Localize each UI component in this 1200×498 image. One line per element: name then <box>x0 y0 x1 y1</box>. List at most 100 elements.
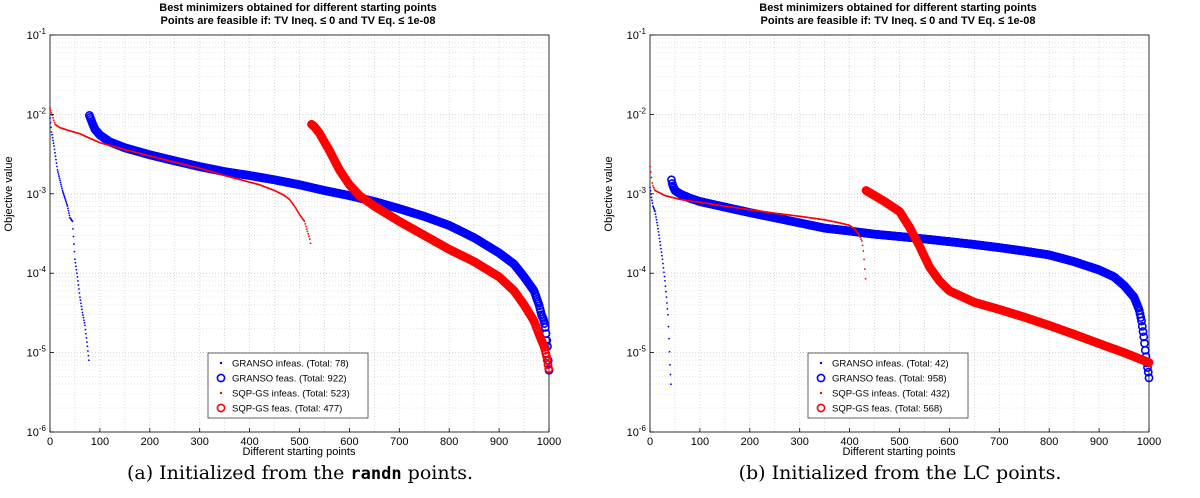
chart-b-point <box>668 337 670 340</box>
chart-a-point <box>306 230 309 233</box>
chart-b-xtick-label: 200 <box>741 436 759 448</box>
chart-b-point <box>1136 313 1146 322</box>
chart-a-ytick-label: 10-1 <box>27 27 47 42</box>
chart-b-point <box>1137 316 1146 326</box>
caption-b: (b) Initialized from the LC points. <box>600 462 1200 484</box>
chart-b-point <box>665 296 668 299</box>
chart-panel-b: Best minimizers obtained for different s… <box>600 0 1200 498</box>
chart-a-xtick-label: 500 <box>290 436 308 448</box>
chart-a-point <box>308 238 311 240</box>
chart-b-point <box>667 175 676 185</box>
chart-b-point <box>654 213 657 216</box>
chart-a-point <box>50 112 53 114</box>
chart-a-point <box>61 187 63 190</box>
chart-b-point <box>659 240 661 243</box>
chart-a-legend-marker <box>219 361 223 365</box>
chart-b-point <box>663 275 666 278</box>
chart-a-point <box>62 191 64 193</box>
chart-a-xtick-label: 1000 <box>537 436 561 448</box>
chart-a-point <box>84 328 87 331</box>
chart-a-point <box>80 302 82 305</box>
chart-a-point <box>73 243 75 245</box>
chart-a-point <box>72 228 74 230</box>
chart-b-ytick-label: 10-2 <box>627 106 647 121</box>
chart-b-ylabel: Objective value <box>603 156 615 231</box>
chart-a-legend-label: GRANSO infeas. (Total: 78) <box>232 359 349 370</box>
chart-a-xtick-label: 0 <box>47 436 53 448</box>
chart-a-point <box>51 114 54 117</box>
chart-b-point <box>652 186 655 189</box>
chart-a-point <box>540 323 550 332</box>
chart-b-point <box>649 186 651 189</box>
caption-a-code: randn <box>350 464 402 484</box>
chart-b-legend-marker <box>816 373 826 383</box>
chart-a-point <box>57 171 59 173</box>
chart-a-legend-marker <box>216 373 226 383</box>
chart-a-point <box>84 324 86 327</box>
chart-a-point <box>58 177 61 180</box>
chart-b-point <box>650 176 653 179</box>
chart-b-point <box>863 268 866 271</box>
chart-a-point <box>65 200 67 203</box>
chart-a-point <box>59 181 62 184</box>
chart-a-point <box>76 275 79 278</box>
chart-a-point <box>54 155 57 158</box>
chart-b-point <box>858 234 861 237</box>
chart-a-point <box>83 321 86 324</box>
chart-b-point <box>668 350 671 353</box>
chart-b-ytick-label: 10-3 <box>627 186 647 201</box>
chart-b-point <box>651 182 654 184</box>
chart-b-point <box>666 302 668 304</box>
caption-b-text: (b) Initialized from the LC points. <box>738 462 1062 484</box>
chart-a-point <box>543 360 553 370</box>
chart-b-title: Best minimizers obtained for different s… <box>759 2 1036 14</box>
chart-a-point <box>80 305 83 308</box>
chart-b-point <box>1137 321 1147 331</box>
chart-a-point <box>76 272 78 275</box>
chart-a-point <box>83 319 85 322</box>
chart-b-ytick-label: 10-5 <box>627 345 647 360</box>
chart-a-point <box>77 284 80 286</box>
chart-a-point <box>59 179 61 182</box>
chart-b-point <box>664 279 666 282</box>
chart-a-xtick-label: 200 <box>141 436 159 448</box>
chart-b-point <box>859 236 862 239</box>
chart-b-point <box>660 251 663 254</box>
chart-a-point <box>52 139 54 142</box>
chart-b-point <box>861 244 864 247</box>
chart-a-point <box>82 314 84 316</box>
chart-a-point <box>542 351 551 361</box>
chart-b-series-0 <box>649 186 672 386</box>
chart-b-point <box>667 325 670 328</box>
chart-a-legend-label: SQP-GS feas. (Total: 477) <box>232 404 342 415</box>
chart-a-ytick-label: 10-2 <box>27 106 47 121</box>
chart-b-point <box>669 373 672 376</box>
chart-a-point <box>62 192 65 195</box>
chart-a-point <box>51 133 53 136</box>
chart-a-point <box>60 183 62 186</box>
chart-a-point <box>67 207 69 210</box>
chart-a-ytick-label: 10-6 <box>27 424 47 439</box>
chart-a-point <box>68 214 71 217</box>
chart-b-svg: Best minimizers obtained for different s… <box>603 2 1161 458</box>
chart-b-xtick-label: 400 <box>840 436 858 448</box>
chart-a-point <box>79 296 81 299</box>
chart-a-ytick-label: 10-5 <box>27 345 47 360</box>
chart-a-point <box>64 198 67 201</box>
chart-a-point <box>75 265 77 268</box>
chart-b-subtitle: Points are feasible if: TV Ineq. ≤ 0 and… <box>761 15 1036 27</box>
chart-b-point <box>650 196 653 199</box>
chart-a-point <box>73 250 76 253</box>
chart-a-subtitle: Points are feasible if: TV Ineq. ≤ 0 and… <box>161 15 436 27</box>
chart-a-legend-label: GRANSO feas. (Total: 922) <box>232 374 347 385</box>
chart-b-point <box>661 258 664 261</box>
chart-a-point <box>72 235 75 238</box>
chart-b-point <box>662 266 665 269</box>
chart-a-legend-label: SQP-GS infeas. (Total: 523) <box>232 389 350 400</box>
chart-a-point <box>56 165 58 168</box>
chart-b-point <box>657 227 659 230</box>
chart-a-point <box>87 350 89 352</box>
chart-a-xtick-label: 600 <box>340 436 358 448</box>
chart-a-xtick-label: 100 <box>91 436 109 448</box>
caption-a: (a) Initialized from the randn points. <box>0 462 600 484</box>
